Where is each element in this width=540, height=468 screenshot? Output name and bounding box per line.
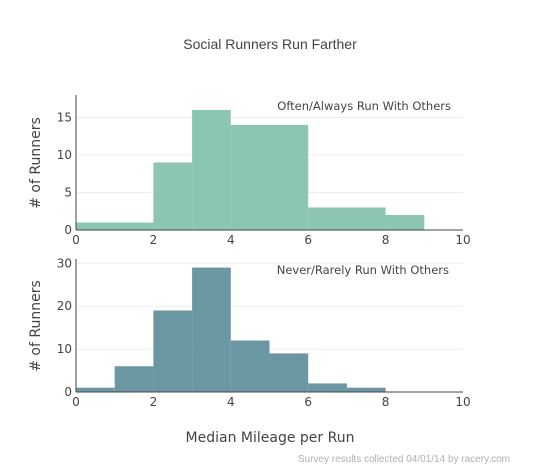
top-histogram-bar — [230, 125, 309, 230]
top-histogram-bar — [385, 215, 425, 230]
bottom-x-tick-label: 10 — [455, 395, 470, 409]
bottom-histogram-bar — [269, 353, 309, 392]
bottom-y-tick-label: 10 — [57, 342, 72, 356]
top-x-tick-label: 6 — [304, 233, 312, 247]
bottom-histogram-bar — [308, 383, 347, 392]
bottom-x-tick-label: 4 — [227, 395, 235, 409]
x-axis-label: Median Mileage per Run — [186, 430, 355, 446]
bottom-panel: # of Runners Never/Rarely Run With Other… — [28, 256, 471, 409]
bottom-bars — [76, 267, 386, 392]
bottom-ticks: 0 10 20 30 0 2 4 6 8 10 — [57, 256, 471, 409]
top-y-tick-label: 10 — [57, 148, 72, 162]
top-histogram-bar — [192, 110, 231, 230]
top-x-tick-label: 0 — [72, 233, 80, 247]
bottom-x-tick-label: 2 — [150, 395, 158, 409]
top-y-tick-label: 15 — [57, 111, 72, 125]
bottom-panel-annotation: Never/Rarely Run With Others — [277, 263, 449, 277]
bottom-histogram-bar — [153, 310, 193, 392]
top-histogram-bar — [153, 162, 193, 230]
top-panel-annotation: Often/Always Run With Others — [277, 99, 451, 113]
top-y-tick-label: 5 — [64, 186, 72, 200]
top-x-tick-label: 8 — [382, 233, 390, 247]
top-y-axis-label: # of Runners — [28, 117, 44, 209]
top-x-tick-label: 2 — [150, 233, 158, 247]
top-x-tick-label: 10 — [455, 233, 470, 247]
bottom-x-tick-label: 8 — [382, 395, 390, 409]
top-bars — [76, 110, 425, 230]
top-histogram-bar — [76, 222, 154, 230]
bottom-y-axis-label: # of Runners — [28, 280, 44, 372]
bottom-x-tick-label: 0 — [72, 395, 80, 409]
bottom-histogram-bar — [114, 366, 154, 392]
bottom-histogram-bar — [346, 387, 386, 392]
top-histogram-bar — [308, 207, 386, 230]
credit-text: Survey results collected 04/01/14 by rac… — [298, 454, 510, 465]
top-ticks: 0 5 10 15 0 2 4 6 8 10 — [57, 111, 471, 248]
chart-title: Social Runners Run Farther — [183, 36, 357, 52]
bottom-y-tick-label: 0 — [64, 385, 72, 399]
top-panel: # of Runners Often/Always Run With Other… — [28, 95, 471, 247]
bottom-x-tick-label: 6 — [304, 395, 312, 409]
top-x-tick-label: 4 — [227, 233, 235, 247]
bottom-y-tick-label: 30 — [57, 256, 72, 270]
bottom-y-tick-label: 20 — [57, 299, 72, 313]
top-y-tick-label: 0 — [64, 223, 72, 237]
bottom-histogram-bar — [230, 340, 270, 392]
bottom-histogram-bar — [76, 387, 115, 392]
bottom-histogram-bar — [192, 267, 231, 392]
